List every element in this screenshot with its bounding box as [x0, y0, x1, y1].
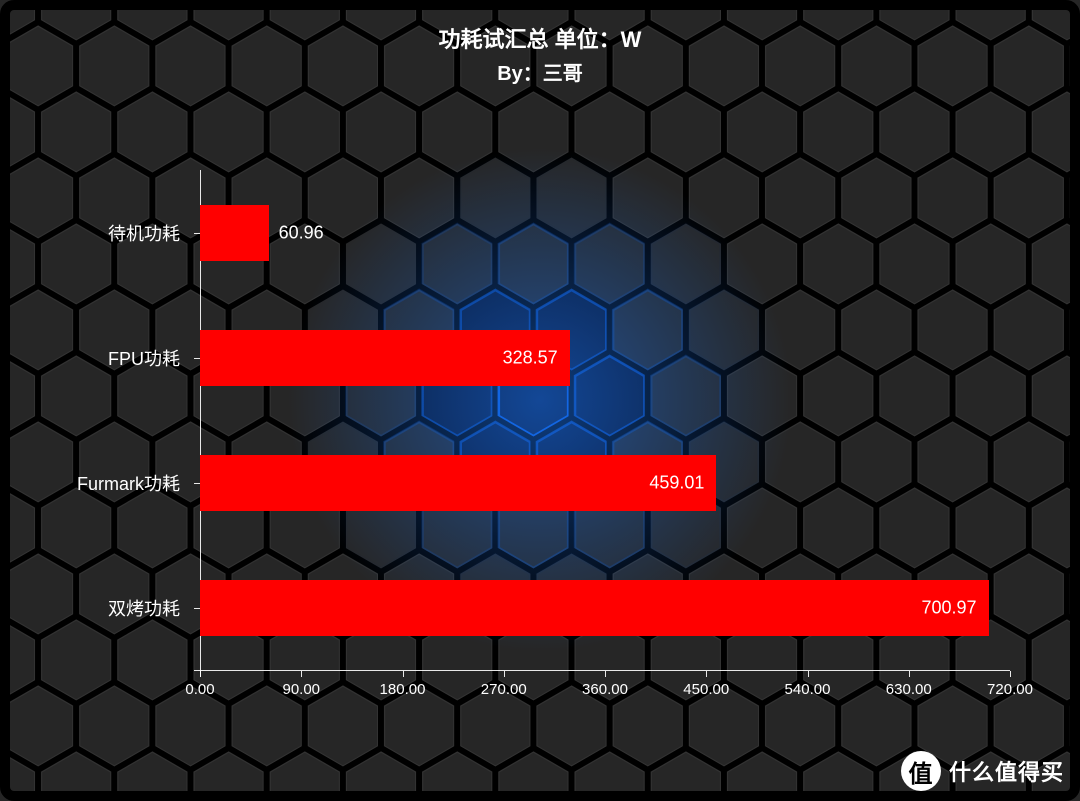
- x-tick: [403, 671, 404, 677]
- plot-area: 60.96328.57459.01700.97 0.0090.00180.002…: [200, 170, 1010, 671]
- bar-value-label: 60.96: [279, 222, 324, 243]
- y-tick: [194, 483, 200, 484]
- x-tick-label: 270.00: [481, 681, 527, 698]
- x-tick: [301, 671, 302, 677]
- chart-title: 功耗试汇总 单位：W: [0, 26, 1080, 55]
- category-label: 待机功耗: [70, 220, 190, 246]
- bar-value-label: 328.57: [503, 347, 558, 368]
- x-tick: [1010, 671, 1011, 677]
- bar: 700.97: [200, 580, 989, 636]
- x-tick-label: 450.00: [683, 681, 729, 698]
- x-tick: [605, 671, 606, 677]
- x-tick-label: 540.00: [785, 681, 831, 698]
- category-label: 双烤功耗: [70, 595, 190, 621]
- x-tick: [909, 671, 910, 677]
- x-tick-label: 180.00: [380, 681, 426, 698]
- watermark-text: 什么值得买: [949, 755, 1064, 787]
- x-tick: [808, 671, 809, 677]
- x-tick: [504, 671, 505, 677]
- chart-subtitle: By：三哥: [0, 59, 1080, 89]
- bar-value-label: 700.97: [922, 598, 977, 619]
- x-tick-label: 630.00: [886, 681, 932, 698]
- chart-canvas: 功耗试汇总 单位：W By：三哥 60.96 328.57 459.01 700.97…: [0, 0, 1080, 801]
- bar: 328.57: [200, 330, 570, 386]
- y-tick: [194, 608, 200, 609]
- x-tick-label: 720.00: [987, 681, 1033, 698]
- y-tick: [194, 233, 200, 234]
- x-tick: [200, 671, 201, 677]
- x-tick-label: 0.00: [185, 681, 214, 698]
- bar: 459.01: [200, 455, 716, 511]
- title-block: 功耗试汇总 单位：W By：三哥: [0, 26, 1080, 89]
- chart-area: 60.96328.57459.01700.97 0.0090.00180.002…: [70, 170, 1010, 671]
- bar-value-label: 459.01: [649, 473, 704, 494]
- category-label: Furmark功耗: [70, 470, 190, 496]
- y-tick: [194, 358, 200, 359]
- category-label: FPU功耗: [70, 345, 190, 371]
- x-axis-line: [194, 670, 1010, 671]
- watermark: 值 什么值得买: [901, 751, 1064, 791]
- x-tick-label: 90.00: [282, 681, 320, 698]
- x-tick-label: 360.00: [582, 681, 628, 698]
- watermark-badge-icon: 值: [901, 751, 941, 791]
- x-tick: [706, 671, 707, 677]
- bar: [200, 205, 269, 261]
